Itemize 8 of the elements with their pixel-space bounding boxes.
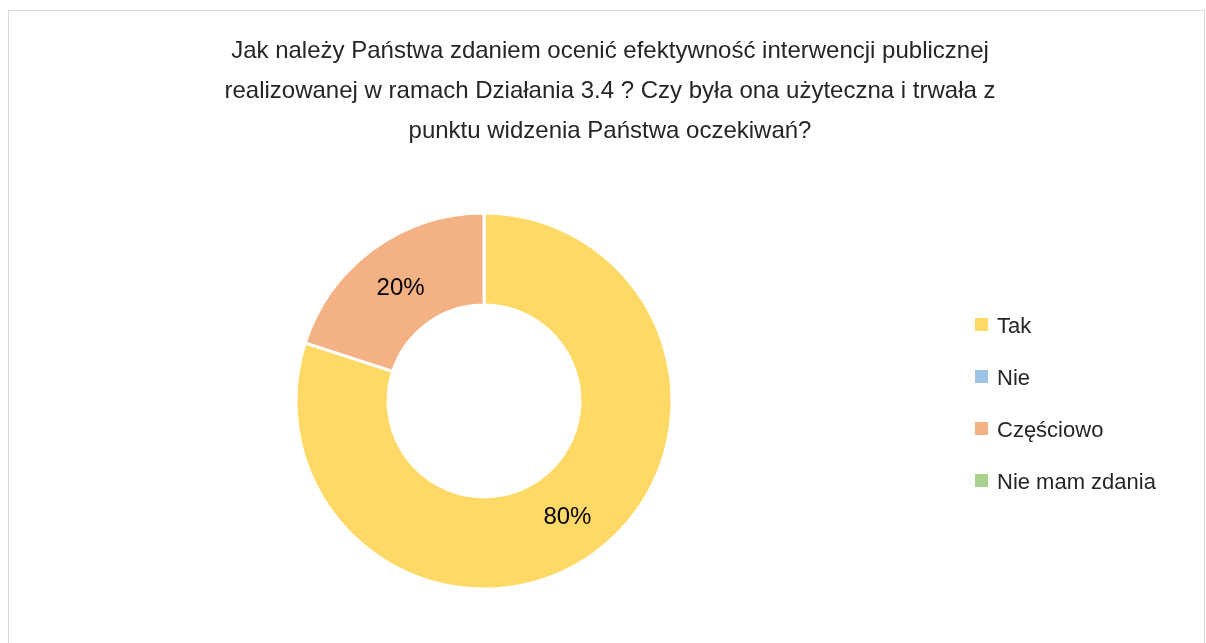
- legend-label: Tak: [997, 312, 1033, 338]
- chart-title: Jak należy Państwa zdaniem ocenić efektywność interwencji publicznej realizowanej w ramach Działania 3.4 ? Czy była ona użyteczna i trwała z punktu widzenia Państwa oczekiwań?: [224, 36, 996, 143]
- legend-label: Częściowo: [997, 416, 1104, 442]
- legend-label: Nie: [997, 364, 1031, 390]
- data-label: 20%: [376, 272, 425, 300]
- donut-slice: [294, 211, 674, 591]
- data-label: 80%: [543, 502, 592, 530]
- legend-label: Nie mam zdania: [997, 468, 1157, 494]
